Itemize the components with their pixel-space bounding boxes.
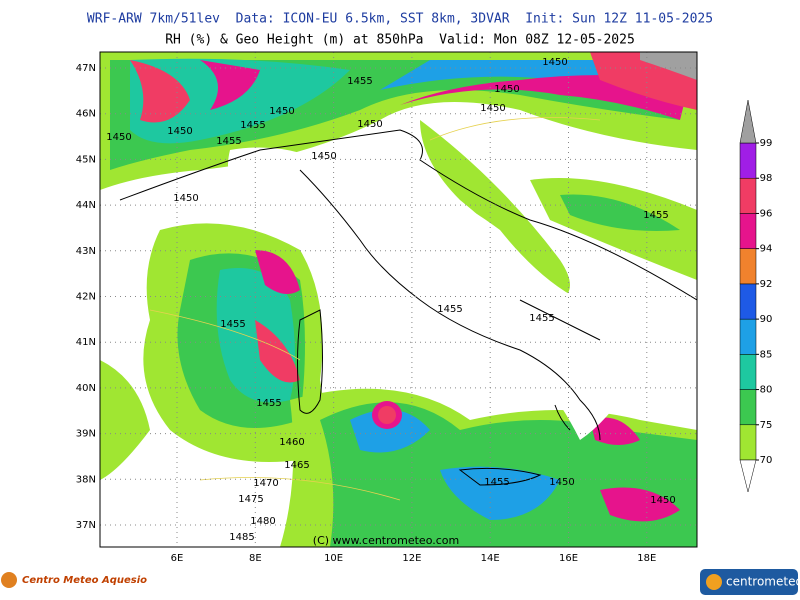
- colorbar-bin: [739, 389, 757, 426]
- left-logo: Centro Meteo Aquesio: [1, 572, 147, 588]
- map: 1450 1450 1450 1455 1450 1455 1450 1450 …: [76, 51, 698, 564]
- contour-label: 1455: [216, 136, 241, 147]
- rh-field: [100, 52, 697, 547]
- colorbar-bin: [739, 177, 757, 214]
- lat-label: 37N: [76, 520, 96, 531]
- contour-label: 1455: [529, 313, 554, 324]
- colorbar-bin: [739, 354, 757, 390]
- contour-label: 1450: [167, 126, 192, 137]
- lat-label: 41N: [76, 337, 96, 348]
- colorbar-bin: [739, 248, 757, 285]
- lon-label: 12E: [402, 553, 421, 564]
- subtitle: RH (%) & Geo Height (m) at 850hPa Valid:…: [165, 33, 635, 48]
- colorbar-label: 70: [760, 455, 773, 466]
- lat-label: 40N: [76, 383, 96, 394]
- colorbar-bin: [739, 318, 757, 355]
- colorbar-bin: [739, 142, 757, 179]
- colorbar-under: [739, 459, 757, 493]
- contour-label: 1455: [220, 319, 245, 330]
- contour-label: 1455: [240, 120, 265, 131]
- contour-label: 1455: [437, 304, 462, 315]
- contour-label: 1450: [480, 103, 505, 114]
- colorbar-label: 90: [760, 314, 773, 325]
- contour-label: 1455: [347, 76, 372, 87]
- colorbar-bin: [739, 283, 757, 320]
- colorbar-bin: [739, 213, 757, 249]
- lat-label: 42N: [76, 292, 96, 303]
- title: WRF-ARW 7km/51lev Data: ICON-EU 6.5km, S…: [87, 12, 713, 27]
- lon-label: 6E: [171, 553, 184, 564]
- contour-label: 1455: [256, 398, 281, 409]
- contour-label: 1470: [253, 478, 278, 489]
- colorbar-over: [739, 99, 757, 144]
- contour-label: 1450: [106, 132, 131, 143]
- contour-label: 1465: [284, 460, 309, 471]
- contour-label: 1450: [173, 193, 198, 204]
- contour-label: 1475: [238, 494, 263, 505]
- contour-label: 1450: [549, 477, 574, 488]
- lat-label: 47N: [76, 63, 96, 74]
- lat-label: 44N: [76, 200, 96, 211]
- contour-label: 1450: [542, 57, 567, 68]
- colorbar-label: 96: [760, 208, 773, 219]
- contour-label: 1450: [650, 495, 675, 506]
- colorbar-label: 94: [760, 244, 773, 255]
- colorbar: 70 75 80 85 90 92 94 96 98 99: [739, 99, 773, 493]
- lon-label: 16E: [559, 553, 578, 564]
- contour-label: 1450: [494, 84, 519, 95]
- colorbar-label: 98: [760, 173, 773, 184]
- contour-label: 1450: [311, 151, 336, 162]
- lon-label: 10E: [324, 553, 343, 564]
- right-logo: centrometeo: [700, 569, 800, 595]
- colorbar-label: 80: [760, 385, 773, 396]
- lon-label: 8E: [249, 553, 262, 564]
- contour-label: 1460: [279, 437, 304, 448]
- lat-label: 45N: [76, 154, 96, 165]
- colorbar-bin: [739, 424, 757, 461]
- map-frame: [99, 51, 698, 548]
- contour-label: 1450: [269, 106, 294, 117]
- colorbar-label: 92: [760, 279, 773, 290]
- lat-label: 38N: [76, 474, 96, 485]
- lat-label: 43N: [76, 246, 96, 257]
- contour-labels: 1450 1450 1450 1455 1450 1455 1450 1450 …: [106, 57, 675, 543]
- contour-label: 1450: [357, 119, 382, 130]
- lon-label: 14E: [481, 553, 500, 564]
- lat-label: 39N: [76, 429, 96, 440]
- contour-label: 1485: [229, 532, 254, 543]
- contour-label: 1455: [643, 210, 668, 221]
- contour-label: 1480: [250, 516, 275, 527]
- colorbar-label: 75: [760, 420, 773, 431]
- colorbar-label: 99: [760, 138, 773, 149]
- logo-text: centrometeo: [726, 575, 800, 589]
- lon-label: 18E: [637, 553, 656, 564]
- credit: (C) www.centrometeo.com: [313, 534, 459, 547]
- lat-label: 46N: [76, 109, 96, 120]
- colorbar-label: 85: [760, 349, 773, 360]
- logo-text: Centro Meteo Aquesio: [22, 575, 147, 586]
- contour-label: 1455: [484, 477, 509, 488]
